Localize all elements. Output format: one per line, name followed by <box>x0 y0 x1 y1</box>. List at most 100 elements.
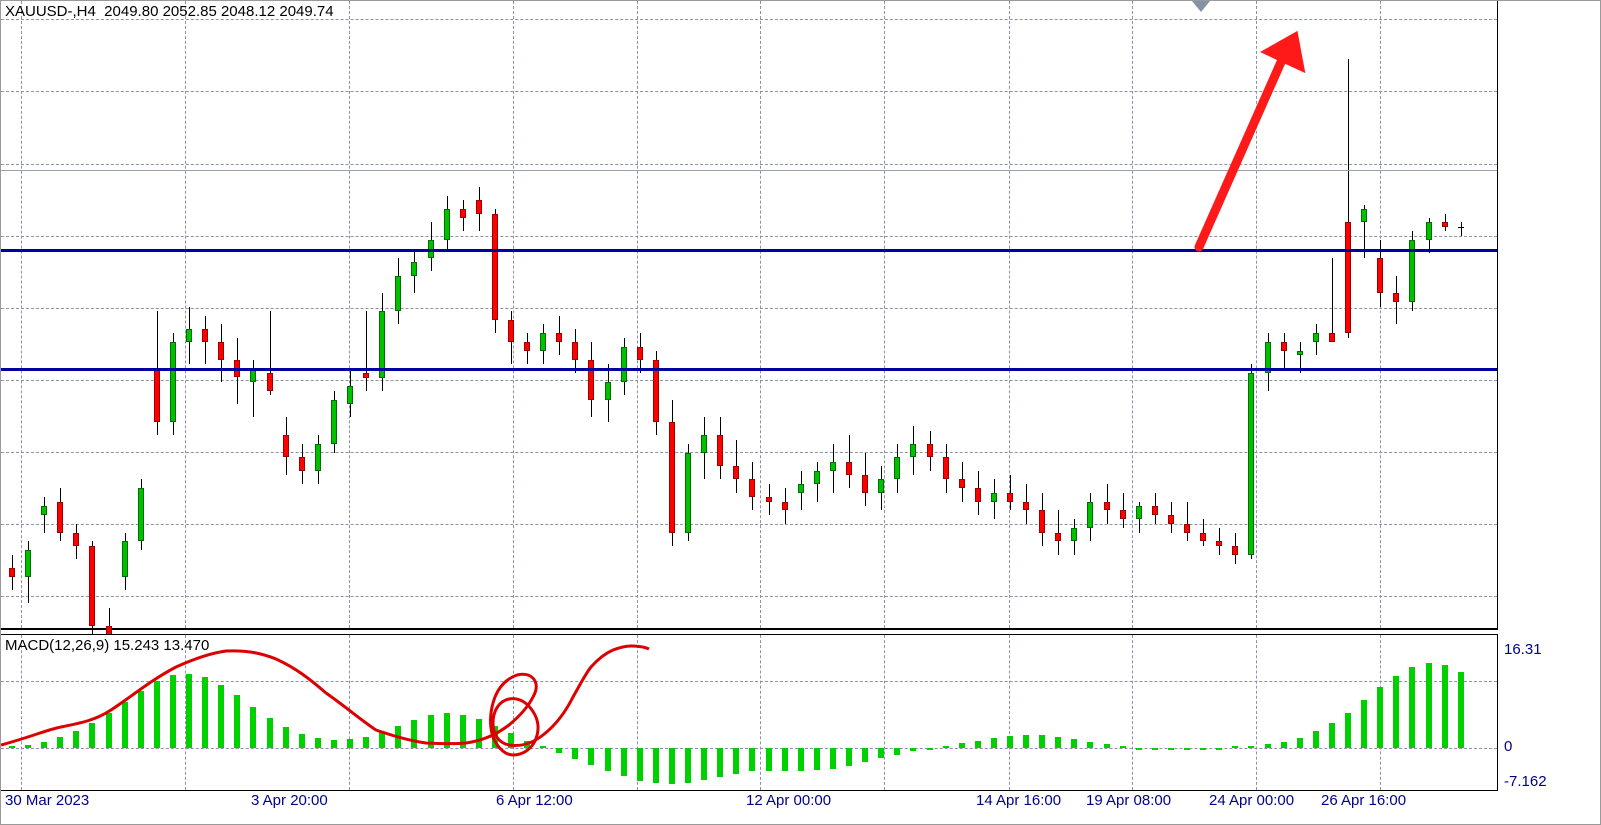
candlestick-body <box>1297 351 1303 355</box>
candlestick-body <box>910 444 916 457</box>
candlestick-body <box>798 484 804 493</box>
candlestick-body <box>283 435 289 457</box>
candlestick-body <box>1361 209 1367 222</box>
date-tick-label: 19 Apr 08:00 <box>1086 792 1171 809</box>
candlestick-body <box>1377 258 1383 293</box>
candlestick-body <box>637 347 643 360</box>
candlestick-body <box>395 276 401 311</box>
candlestick-body <box>717 435 723 466</box>
candlestick-body <box>1168 515 1174 524</box>
candlestick-body <box>605 382 611 400</box>
candlestick-body <box>1426 222 1432 240</box>
candlestick-body <box>1345 222 1351 333</box>
macd-axis-labels: 16.31 0 -7.162 <box>1498 634 1601 791</box>
candlestick-body <box>927 444 933 457</box>
candlestick-body <box>9 568 15 577</box>
candlestick-body <box>57 502 63 533</box>
candlestick-body <box>1055 533 1061 542</box>
candlestick-body <box>685 453 691 533</box>
candlestick-body <box>1442 222 1448 226</box>
candlestick-body <box>411 262 417 275</box>
candlestick-wick <box>366 311 367 391</box>
symbol-header-label: XAUUSD-,H4 2049.80 2052.85 2048.12 2049.… <box>5 3 334 20</box>
macd-tick-label: -7.162 <box>1504 773 1547 790</box>
candlestick-body <box>878 479 884 492</box>
candlestick-body <box>202 329 208 342</box>
date-tick-label: 6 Apr 12:00 <box>496 792 573 809</box>
candlestick-body <box>669 422 675 533</box>
candlestick-body <box>959 479 965 488</box>
macd-tick-label: 0 <box>1504 738 1512 755</box>
candlestick-body <box>749 479 755 497</box>
trading-chart-window: XAUUSD-,H4 2049.80 2052.85 2048.12 2049.… <box>0 0 1601 825</box>
candlestick-series[interactable] <box>1 1 1497 628</box>
macd-indicator-panel[interactable]: MACD(12,26,9) 15.243 13.470 <box>1 634 1498 791</box>
candlestick-body <box>347 386 353 404</box>
current-price-line <box>1 170 1497 171</box>
candlestick-body <box>1313 333 1319 342</box>
candlestick-wick <box>1284 333 1285 368</box>
candlestick-body <box>540 333 546 351</box>
candlestick-body <box>830 462 836 471</box>
candlestick-body <box>975 488 981 501</box>
candlestick-body <box>1071 528 1077 541</box>
candlestick-wick <box>1187 502 1188 542</box>
candlestick-body <box>991 493 997 502</box>
date-tick-label: 26 Apr 16:00 <box>1321 792 1406 809</box>
macd-tick-label: 16.31 <box>1504 641 1542 658</box>
candlestick-body <box>476 200 482 213</box>
candlestick-body <box>1136 506 1142 519</box>
candlestick-body <box>814 471 820 484</box>
candlestick-body <box>1184 524 1190 533</box>
candlestick-body <box>363 373 369 377</box>
candlestick-body <box>315 444 321 471</box>
date-tick-label: 3 Apr 20:00 <box>251 792 328 809</box>
candlestick-body <box>766 497 772 501</box>
candlestick-body <box>862 475 868 493</box>
candlestick-body <box>524 342 530 351</box>
candlestick-body <box>170 342 176 422</box>
candlestick-body <box>73 533 79 546</box>
macd-header-label: MACD(12,26,9) 15.243 13.470 <box>5 637 209 654</box>
candlestick-body <box>1232 546 1238 555</box>
candlestick-body <box>89 546 95 626</box>
candlestick-body <box>41 506 47 515</box>
candlestick-body <box>444 209 450 240</box>
candlestick-body <box>556 333 562 342</box>
candlestick-body <box>492 214 498 320</box>
resistance-line-2032 <box>1 249 1497 252</box>
candlestick-body <box>122 541 128 576</box>
candlestick-body <box>701 435 707 453</box>
candlestick-wick <box>1332 258 1333 342</box>
date-tick-label: 12 Apr 00:00 <box>746 792 831 809</box>
price-axis-labels: 2082.6 2068.2 2054 2049.74 2039.6 2032.0… <box>1498 1 1601 630</box>
candlestick-body <box>1152 506 1158 515</box>
candlestick-body <box>588 360 594 400</box>
candlestick-body <box>154 369 160 422</box>
price-chart-panel[interactable]: XAUUSD-,H4 2049.80 2052.85 2048.12 2049.… <box>1 1 1498 630</box>
candlestick-body <box>846 462 852 475</box>
support-line-2005 <box>1 368 1497 371</box>
candlestick-wick <box>44 497 45 532</box>
candlestick-body <box>218 342 224 360</box>
macd-signal-line <box>1 646 649 755</box>
date-tick-label: 14 Apr 16:00 <box>976 792 1061 809</box>
candlestick-body <box>782 502 788 511</box>
candlestick-body <box>25 550 31 577</box>
candlestick-body <box>1087 502 1093 529</box>
date-tick-label: 30 Mar 2023 <box>5 792 89 809</box>
candlestick-wick <box>1461 222 1462 235</box>
candlestick-body <box>508 320 514 342</box>
candlestick-body <box>186 329 192 342</box>
candlestick-body <box>733 466 739 479</box>
candlestick-body <box>572 342 578 360</box>
candlestick-body <box>1281 342 1287 351</box>
candlestick-body <box>894 457 900 479</box>
candlestick-body <box>1104 502 1110 511</box>
candlestick-body <box>1023 502 1029 511</box>
candlestick-body <box>460 209 466 218</box>
time-marker-triangle[interactable] <box>1192 1 1210 12</box>
candlestick-body <box>138 488 144 541</box>
candlestick-body <box>1393 293 1399 302</box>
candlestick-body <box>331 400 337 444</box>
